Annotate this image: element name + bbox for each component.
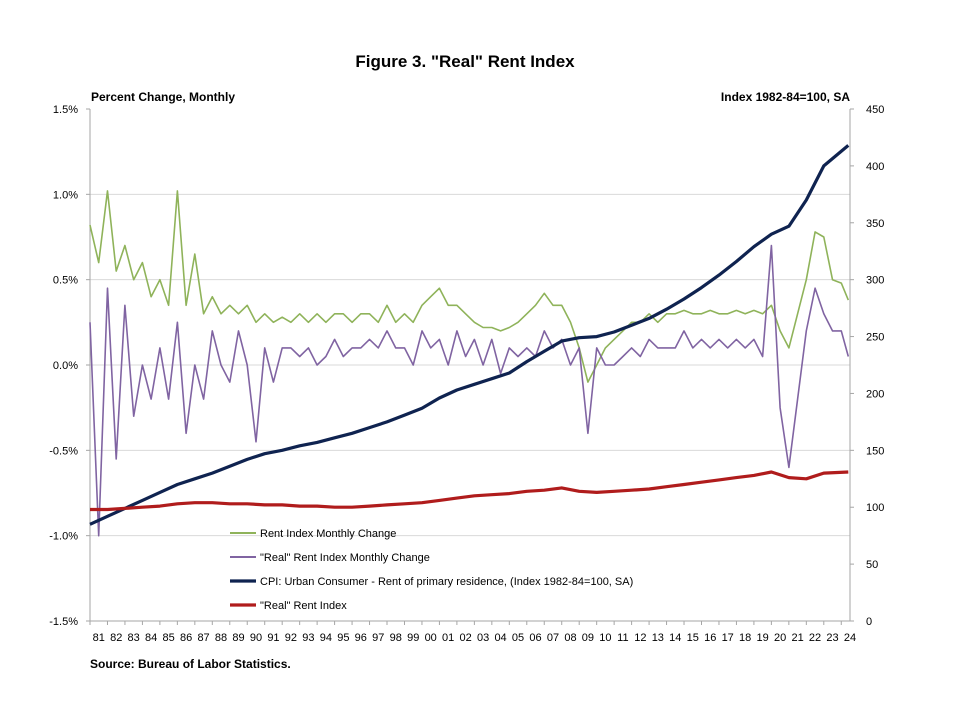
legend-entry: "Real" Rent Index — [260, 600, 347, 612]
x-tick-label: 15 — [687, 632, 699, 644]
right-tick-label: 450 — [866, 104, 884, 116]
left-tick-label: 0.0% — [53, 360, 78, 372]
x-tick-label: 12 — [634, 632, 646, 644]
x-tick-label: 20 — [774, 632, 786, 644]
series-line-1 — [89, 190, 850, 383]
left-tick-label: 1.5% — [53, 104, 78, 116]
right-tick-label: 200 — [866, 388, 884, 400]
left-axis-label: Percent Change, Monthly — [91, 90, 236, 104]
x-tick-label: 22 — [809, 632, 821, 644]
x-tick-label: 04 — [494, 632, 506, 644]
left-tick-label: -1.5% — [49, 616, 78, 628]
x-tick-label: 18 — [739, 632, 751, 644]
x-tick-label: 06 — [529, 632, 541, 644]
x-tick-label: 83 — [128, 632, 140, 644]
x-tick-label: 87 — [197, 632, 209, 644]
x-tick-label: 19 — [757, 632, 769, 644]
x-tick-label: 92 — [285, 632, 297, 644]
legend-entry: CPI: Urban Consumer - Rent of primary re… — [260, 576, 633, 588]
x-tick-label: 89 — [232, 632, 244, 644]
x-tick-label: 14 — [669, 632, 681, 644]
right-tick-label: 150 — [866, 445, 884, 457]
right-tick-label: 50 — [866, 559, 878, 571]
x-tick-label: 96 — [355, 632, 367, 644]
x-tick-label: 16 — [704, 632, 716, 644]
series-line-4 — [90, 470, 849, 512]
x-tick-label: 97 — [372, 632, 384, 644]
chart-title: Figure 3. "Real" Rent Index — [355, 52, 575, 71]
series-line-3 — [89, 144, 850, 526]
left-tick-label: 0.5% — [53, 275, 78, 287]
x-tick-label: 86 — [180, 632, 192, 644]
x-tick-label: 24 — [844, 632, 856, 644]
x-tick-label: 84 — [145, 632, 157, 644]
x-tick-label: 91 — [267, 632, 279, 644]
x-tick-label: 10 — [599, 632, 611, 644]
source-note: Source: Bureau of Labor Statistics. — [90, 657, 291, 671]
x-tick-label: 07 — [547, 632, 559, 644]
x-tick-label: 81 — [93, 632, 105, 644]
x-tick-label: 11 — [617, 632, 628, 644]
x-tick-label: 00 — [425, 632, 437, 644]
right-tick-label: 400 — [866, 161, 884, 173]
x-tick-label: 99 — [407, 632, 419, 644]
x-tick-label: 21 — [791, 632, 803, 644]
left-tick-label: -1.0% — [49, 531, 78, 543]
left-tick-label: -0.5% — [49, 445, 78, 457]
series-line-2 — [89, 244, 850, 537]
x-tick-label: 90 — [250, 632, 262, 644]
x-tick-label: 02 — [460, 632, 472, 644]
x-tick-label: 94 — [320, 632, 332, 644]
left-tick-label: 1.0% — [53, 189, 78, 201]
right-tick-label: 250 — [866, 332, 884, 344]
x-tick-label: 09 — [582, 632, 594, 644]
x-tick-label: 85 — [162, 632, 174, 644]
x-tick-label: 93 — [302, 632, 314, 644]
right-tick-label: 100 — [866, 502, 884, 514]
x-tick-label: 01 — [442, 632, 454, 644]
x-tick-label: 05 — [512, 632, 524, 644]
x-tick-label: 23 — [826, 632, 838, 644]
x-tick-label: 03 — [477, 632, 489, 644]
right-tick-label: 350 — [866, 218, 884, 230]
x-tick-label: 08 — [564, 632, 576, 644]
x-tick-label: 95 — [337, 632, 349, 644]
x-tick-label: 88 — [215, 632, 227, 644]
x-tick-label: 82 — [110, 632, 122, 644]
right-tick-label: 300 — [866, 275, 884, 287]
x-tick-label: 13 — [652, 632, 664, 644]
legend-entry: Rent Index Monthly Change — [260, 528, 396, 540]
right-tick-label: 0 — [866, 616, 872, 628]
right-axis-label: Index 1982-84=100, SA — [720, 90, 850, 104]
legend-entry: "Real" Rent Index Monthly Change — [260, 552, 430, 564]
x-tick-label: 17 — [722, 632, 734, 644]
x-tick-label: 98 — [390, 632, 402, 644]
